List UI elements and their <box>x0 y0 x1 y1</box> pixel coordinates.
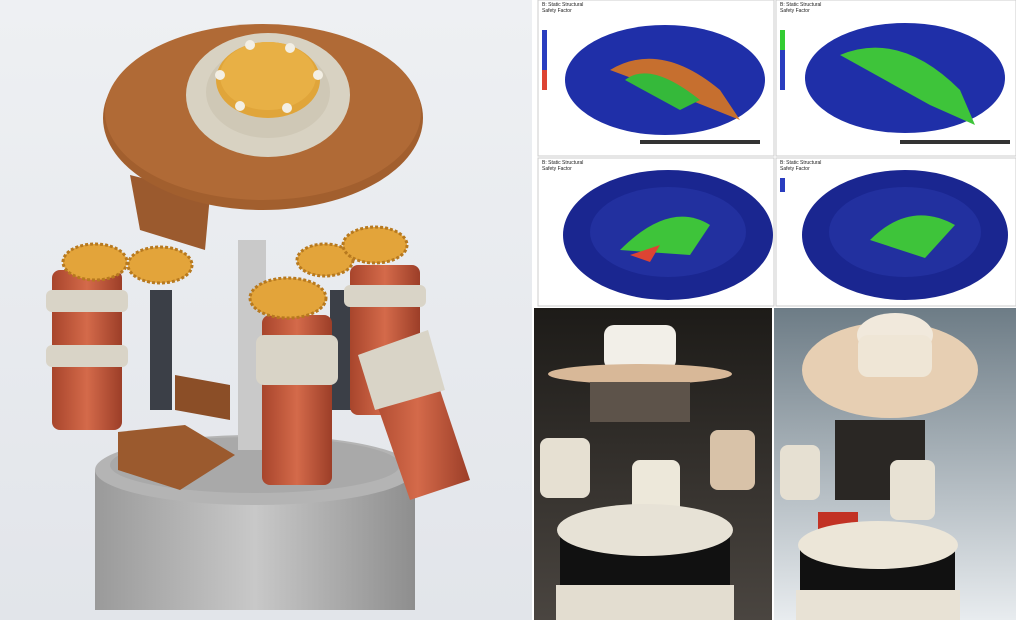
fea-header: B: Static Structural <box>542 2 583 8</box>
fea-panel: B: Static Structural Safety Factor <box>537 0 775 157</box>
fea-panel: B: Static Structural Safety Factor <box>775 157 1016 307</box>
fea-subheader: Safety Factor <box>780 8 810 14</box>
cad-render <box>0 0 532 620</box>
fea-header: B: Static Structural <box>780 160 821 166</box>
fea-subheader: Safety Factor <box>542 8 572 14</box>
photo <box>534 308 772 620</box>
fea-panel: B: Static Structural Safety Factor <box>537 157 775 307</box>
fea-panel: B: Static Structural Safety Factor <box>775 0 1016 157</box>
photo <box>774 308 1016 620</box>
fea-subheader: Safety Factor <box>780 166 810 172</box>
fea-subheader: Safety Factor <box>542 166 572 172</box>
fea-header: B: Static Structural <box>780 2 821 8</box>
fea-header: B: Static Structural <box>542 160 583 166</box>
